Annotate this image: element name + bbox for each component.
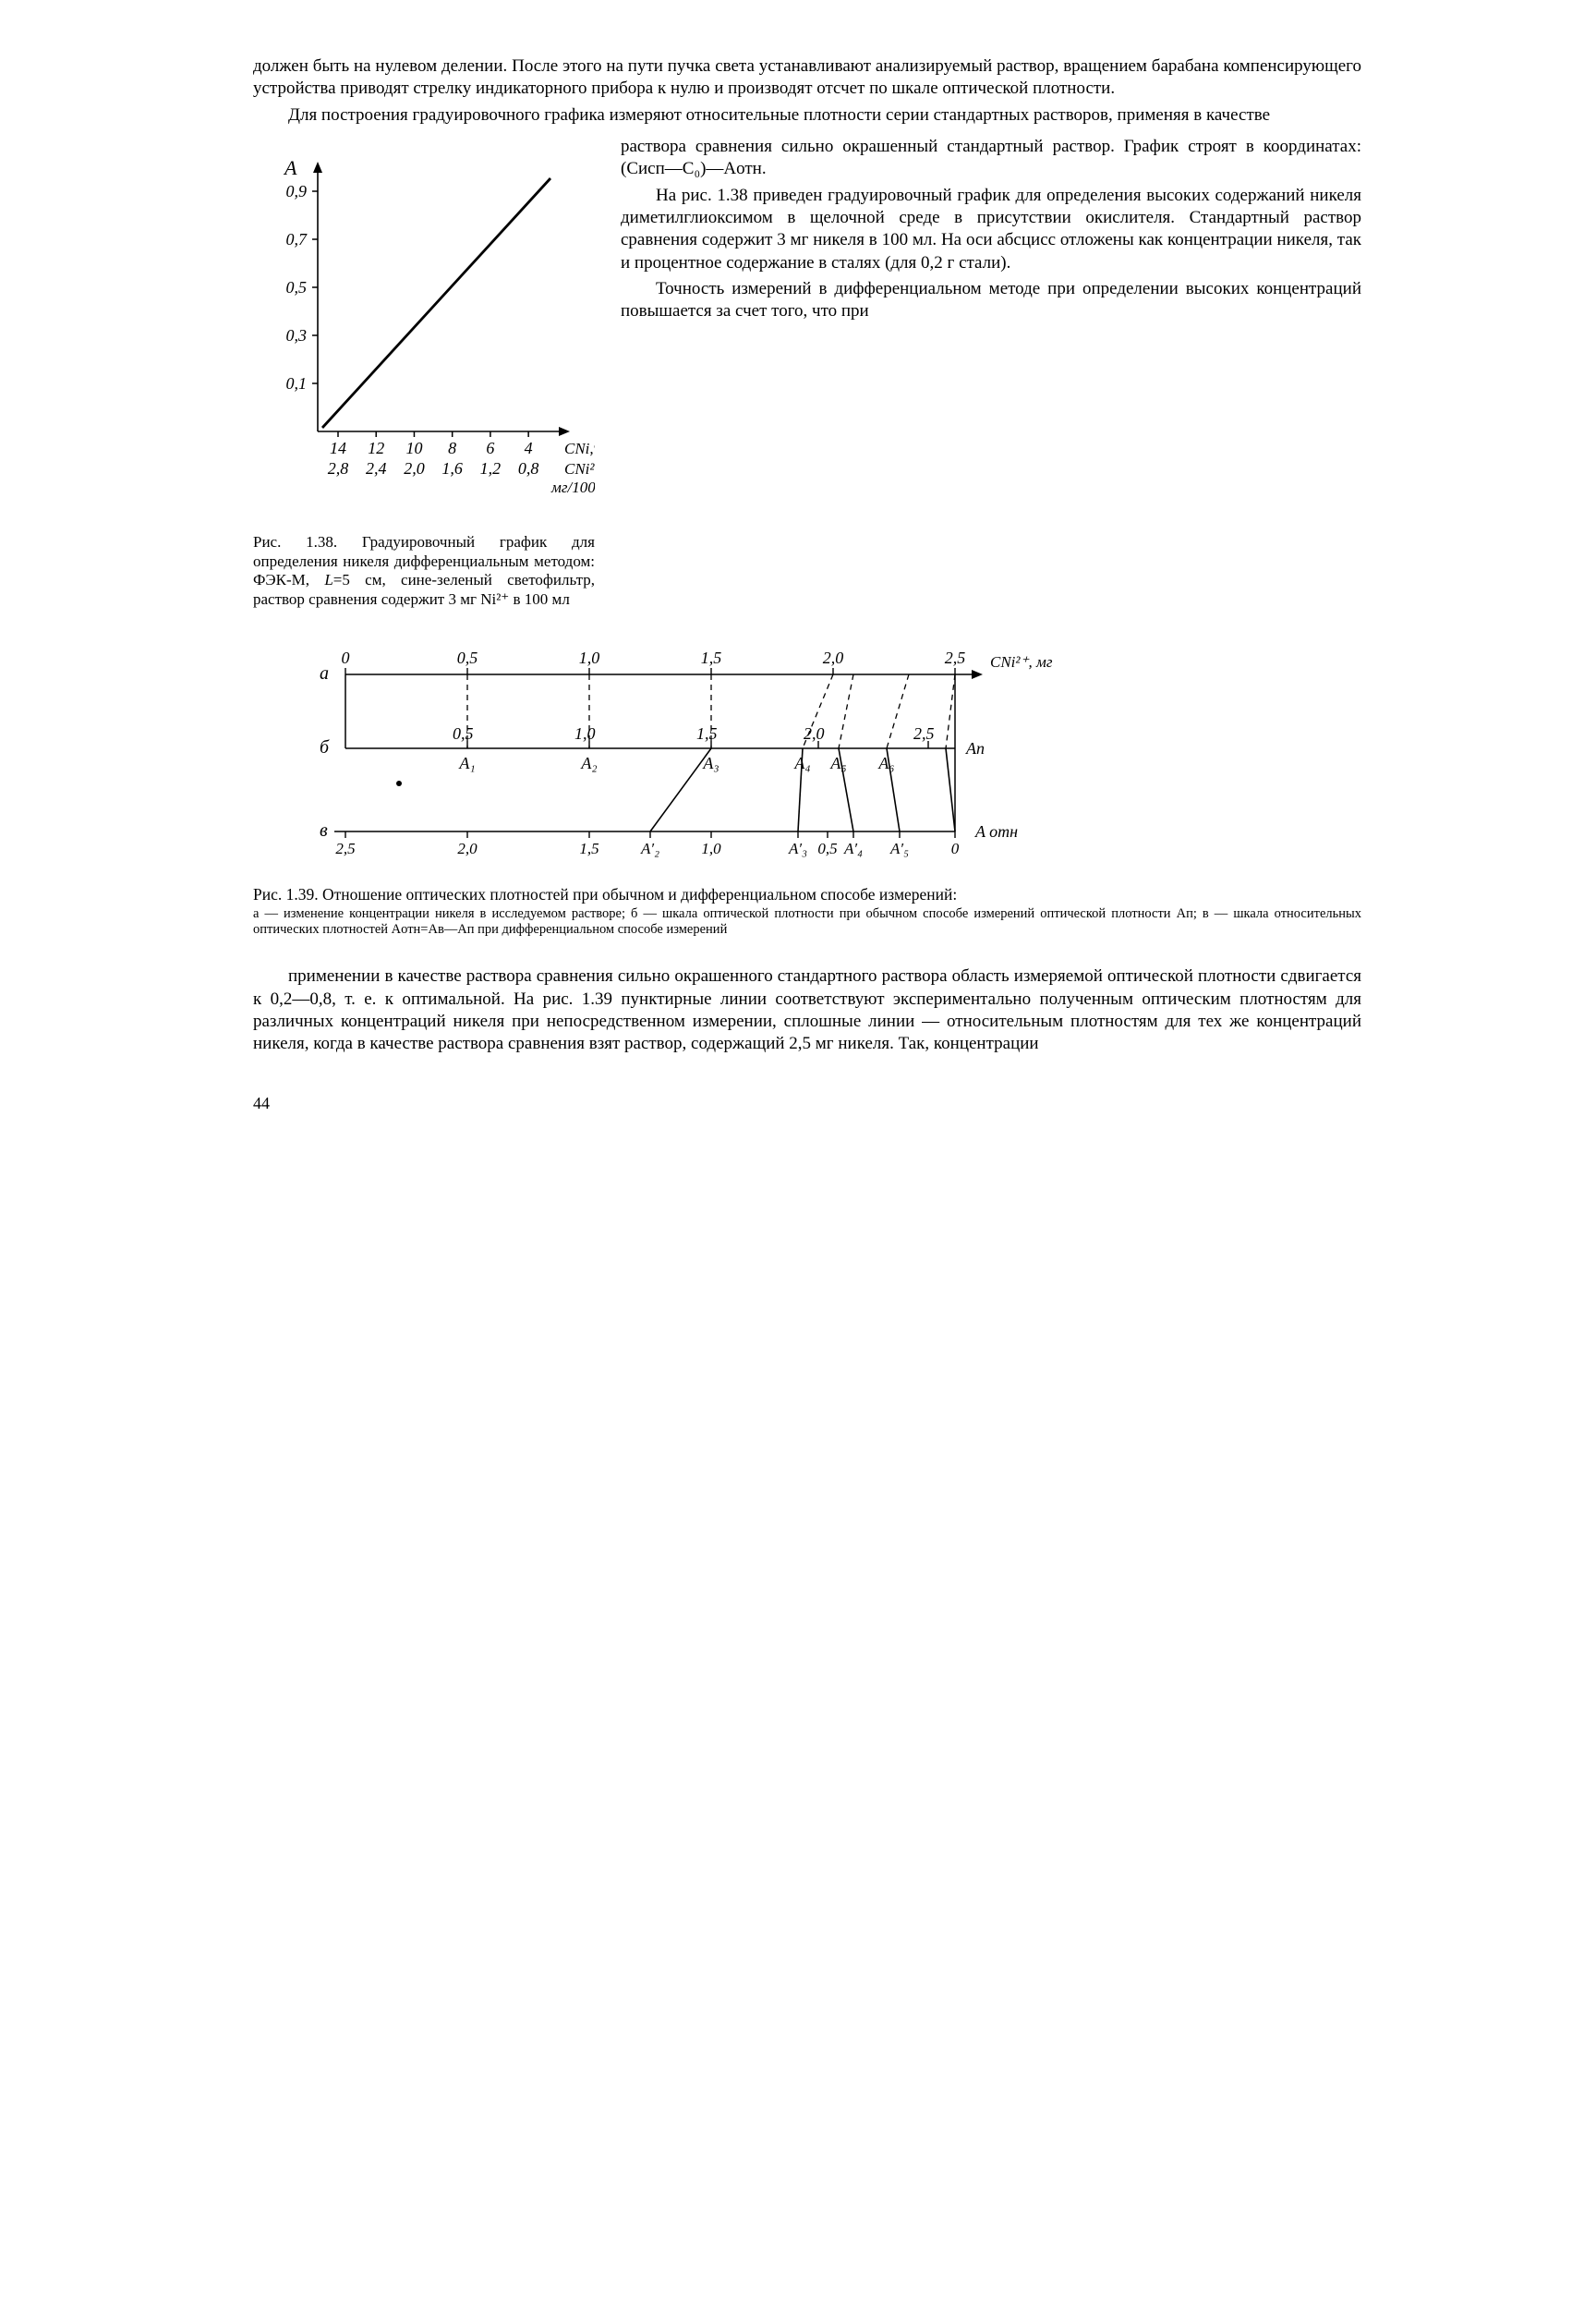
svg-text:2,0: 2,0 — [404, 459, 425, 478]
svg-text:Aп: Aп — [965, 739, 985, 758]
svg-text:12: 12 — [368, 439, 384, 457]
svg-text:2,8: 2,8 — [328, 459, 349, 478]
svg-text:0,5: 0,5 — [817, 840, 837, 857]
svg-text:A′₄: A′₄ — [843, 840, 863, 857]
svg-text:1,0: 1,0 — [701, 840, 721, 857]
svg-text:0,7: 0,7 — [286, 230, 308, 249]
paragraph: раствора сравнения сильно окра­шенный ст… — [621, 136, 1361, 181]
svg-text:1,5: 1,5 — [579, 840, 598, 857]
svg-text:A₂: A₂ — [580, 754, 597, 772]
svg-text:а: а — [320, 663, 329, 684]
page-number: 44 — [253, 1093, 1361, 1114]
svg-text:4: 4 — [525, 439, 533, 457]
svg-text:0,1: 0,1 — [286, 374, 308, 393]
svg-text:0,5: 0,5 — [286, 278, 308, 297]
two-column-layout: A 0,9 0,7 0,5 0,3 0,1 14 2,8 12 2,4 10 2,0 8 1,6 6 1,2 4… — [253, 136, 1361, 610]
paragraph: Точность измерений в диффе­ренциальном м… — [621, 278, 1361, 323]
figure-1-39-caption: Рис. 1.39. Отношение оптических плотност… — [253, 885, 1361, 904]
svg-text:1,0: 1,0 — [574, 724, 596, 743]
svg-text:1,5: 1,5 — [701, 649, 722, 667]
svg-text:2,0: 2,0 — [457, 840, 478, 857]
right-text-column: раствора сравнения сильно окра­шенный ст… — [621, 136, 1361, 610]
svg-text:2,0: 2,0 — [804, 724, 825, 743]
svg-text:0,5: 0,5 — [453, 724, 474, 743]
svg-text:мг/100 мл: мг/100 мл — [550, 479, 595, 496]
svg-text:1,2: 1,2 — [480, 459, 502, 478]
svg-text:6: 6 — [486, 439, 494, 457]
svg-text:2,5: 2,5 — [335, 840, 355, 857]
svg-text:A₅: A₅ — [829, 754, 846, 772]
svg-text:1,5: 1,5 — [696, 724, 718, 743]
figure-1-39-wrapper: а б в 0 0,5 1,0 1,5 2,0 2,5 CNi²⁺, мг 0,5 1,0 1,5 2,0… — [299, 630, 1361, 870]
svg-text:б: б — [320, 737, 330, 758]
svg-text:2,4: 2,4 — [366, 459, 387, 478]
svg-text:в: в — [320, 820, 328, 841]
paragraph: должен быть на нулевом делении. После эт… — [253, 55, 1361, 101]
svg-text:CNi²⁺,: CNi²⁺, — [564, 460, 595, 478]
svg-text:A₁: A₁ — [458, 754, 475, 772]
svg-text:0,9: 0,9 — [286, 182, 308, 200]
svg-text:14: 14 — [330, 439, 346, 457]
svg-text:A′₃: A′₃ — [788, 840, 807, 857]
svg-text:0,5: 0,5 — [457, 649, 478, 667]
svg-text:2,5: 2,5 — [913, 724, 935, 743]
figure-1-39-diagram: а б в 0 0,5 1,0 1,5 2,0 2,5 CNi²⁺, мг 0,5 1,0 1,5 2,0… — [299, 630, 1057, 870]
svg-text:8: 8 — [448, 439, 456, 457]
svg-text:0,3: 0,3 — [286, 326, 308, 345]
paragraph: На рис. 1.38 приведен градуи­ровочный гр… — [621, 185, 1361, 274]
svg-text:0,8: 0,8 — [518, 459, 539, 478]
svg-text:10: 10 — [405, 439, 422, 457]
figure-1-38-caption: Рис. 1.38. Градуировочный график для опр… — [253, 533, 595, 610]
svg-text:A отн: A отн — [974, 822, 1018, 841]
figure-1-38-chart: A 0,9 0,7 0,5 0,3 0,1 14 2,8 12 2,4 10 2,0 8 1,6 6 1,2 4… — [253, 136, 595, 524]
figure-1-39-subcaption: а — изменение концентрации никеля в иссл… — [253, 906, 1361, 938]
svg-text:CNi,%: CNi,% — [564, 440, 595, 457]
svg-text:1,0: 1,0 — [579, 649, 600, 667]
svg-text:A₆: A₆ — [877, 754, 894, 772]
svg-text:A: A — [283, 156, 297, 179]
svg-text:A′₅: A′₅ — [889, 840, 909, 857]
svg-text:0: 0 — [951, 840, 960, 857]
svg-text:2,0: 2,0 — [823, 649, 844, 667]
svg-text:A′₂: A′₂ — [640, 840, 659, 857]
figure-1-38-column: A 0,9 0,7 0,5 0,3 0,1 14 2,8 12 2,4 10 2,0 8 1,6 6 1,2 4… — [253, 136, 595, 610]
paragraph: Для построения градуировочного графика и… — [253, 104, 1361, 127]
svg-text:CNi²⁺, мг: CNi²⁺, мг — [990, 653, 1053, 671]
paragraph: применении в качестве раствора сравнения… — [253, 965, 1361, 1055]
svg-text:0: 0 — [342, 649, 350, 667]
svg-text:2,5: 2,5 — [945, 649, 966, 667]
svg-text:1,6: 1,6 — [441, 459, 463, 478]
